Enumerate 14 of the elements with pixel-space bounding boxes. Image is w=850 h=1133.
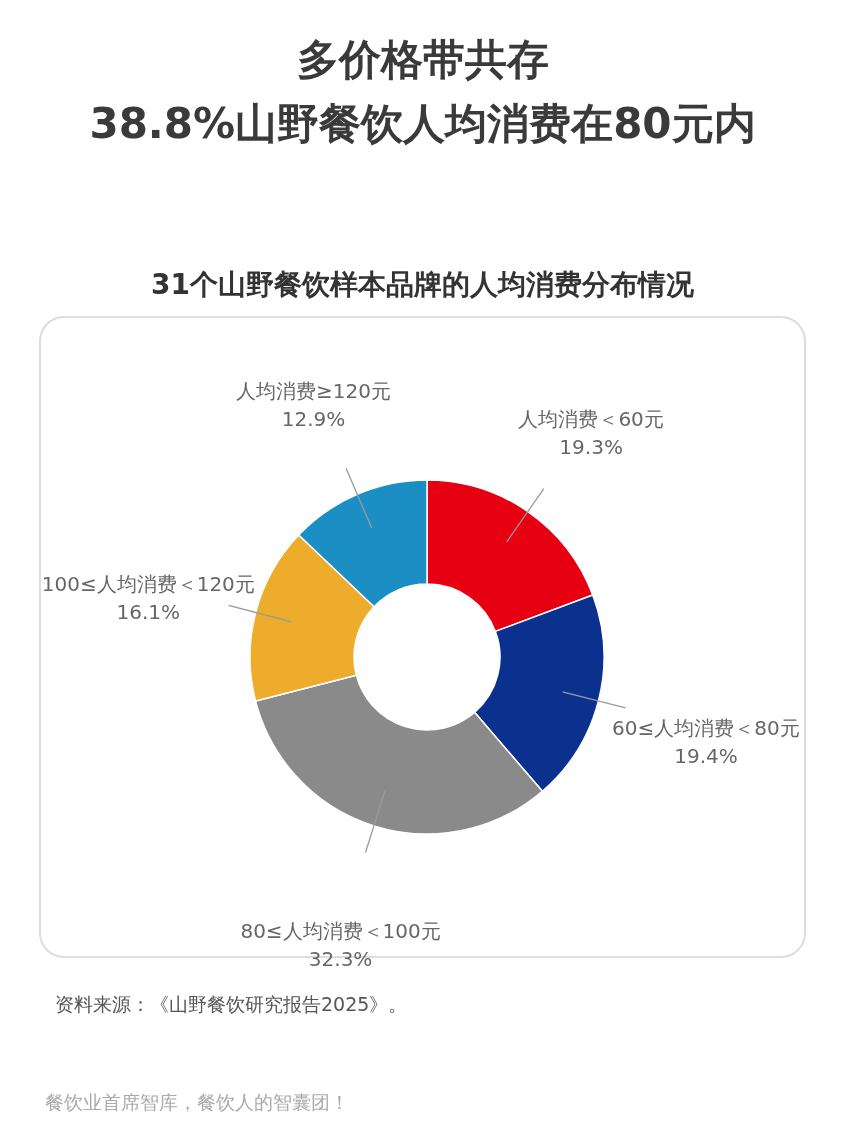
data-label: 16.1%	[116, 599, 181, 624]
text: 资料来源：《山野餐饮研究报告2025》。	[55, 993, 408, 1015]
chart-subtitle: 31个山野餐饮样本品牌的人均消费分布情况	[151, 268, 695, 301]
text: 餐饮业首席智库，餐饮人的智囊团！	[45, 1091, 349, 1113]
slice-label: 60≤人均消费＜80元	[612, 715, 800, 740]
data-label: 19.4%	[674, 743, 738, 768]
data-label: 12.9%	[281, 407, 346, 432]
chart-title: 多价格带共存 38.8%山野餐饮人均消费在80元内	[89, 35, 756, 148]
slice-label: 80≤人均消费＜100元	[240, 918, 441, 943]
data-label: 32.3%	[308, 946, 373, 971]
slice-label: 人均消费＜60元	[518, 407, 664, 432]
data-label: 19.3%	[559, 435, 623, 460]
slice-label: 人均消费≥120元	[235, 379, 391, 404]
slice-label: 100≤人均消费＜120元	[41, 571, 255, 596]
